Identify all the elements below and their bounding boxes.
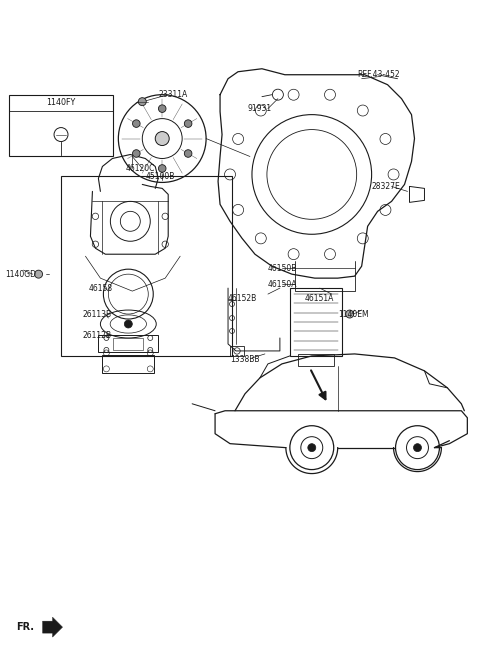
- Text: 26112B: 26112B: [83, 331, 111, 340]
- Circle shape: [138, 98, 146, 106]
- Circle shape: [158, 165, 166, 173]
- Bar: [298, 354, 334, 366]
- Circle shape: [132, 150, 140, 157]
- Bar: [60, 176, 232, 356]
- Text: 28327E: 28327E: [372, 182, 400, 191]
- Circle shape: [158, 105, 166, 112]
- Text: 46150A: 46150A: [268, 279, 298, 289]
- Bar: [230, 346, 244, 356]
- Text: 46150B: 46150B: [268, 264, 297, 273]
- Polygon shape: [43, 617, 62, 637]
- Text: 1140FY: 1140FY: [47, 98, 76, 107]
- Circle shape: [124, 320, 132, 328]
- Text: 46151A: 46151A: [305, 294, 334, 302]
- Text: 91931: 91931: [248, 104, 272, 113]
- Bar: [102, 355, 154, 373]
- Text: 45100B: 45100B: [145, 172, 175, 181]
- Circle shape: [184, 150, 192, 157]
- Text: REF.43-452: REF.43-452: [358, 70, 400, 79]
- Circle shape: [413, 443, 421, 451]
- Text: 1140EM: 1140EM: [338, 310, 368, 319]
- Text: 1338BB: 1338BB: [230, 356, 260, 364]
- Bar: [9, 94, 113, 157]
- Circle shape: [184, 120, 192, 127]
- Circle shape: [155, 132, 169, 146]
- Text: 23311A: 23311A: [158, 90, 188, 99]
- Text: 46152B: 46152B: [228, 294, 257, 302]
- Bar: [98, 335, 158, 352]
- Text: FR.: FR.: [16, 622, 34, 632]
- Circle shape: [346, 310, 354, 318]
- Text: 1140GD: 1140GD: [6, 270, 36, 279]
- Circle shape: [308, 443, 316, 451]
- Bar: [290, 288, 342, 356]
- Circle shape: [35, 270, 43, 278]
- Text: 26113B: 26113B: [83, 310, 111, 319]
- Circle shape: [132, 120, 140, 127]
- Text: 46158: 46158: [88, 283, 113, 293]
- Bar: [113, 338, 144, 350]
- Text: 46120C: 46120C: [125, 164, 155, 173]
